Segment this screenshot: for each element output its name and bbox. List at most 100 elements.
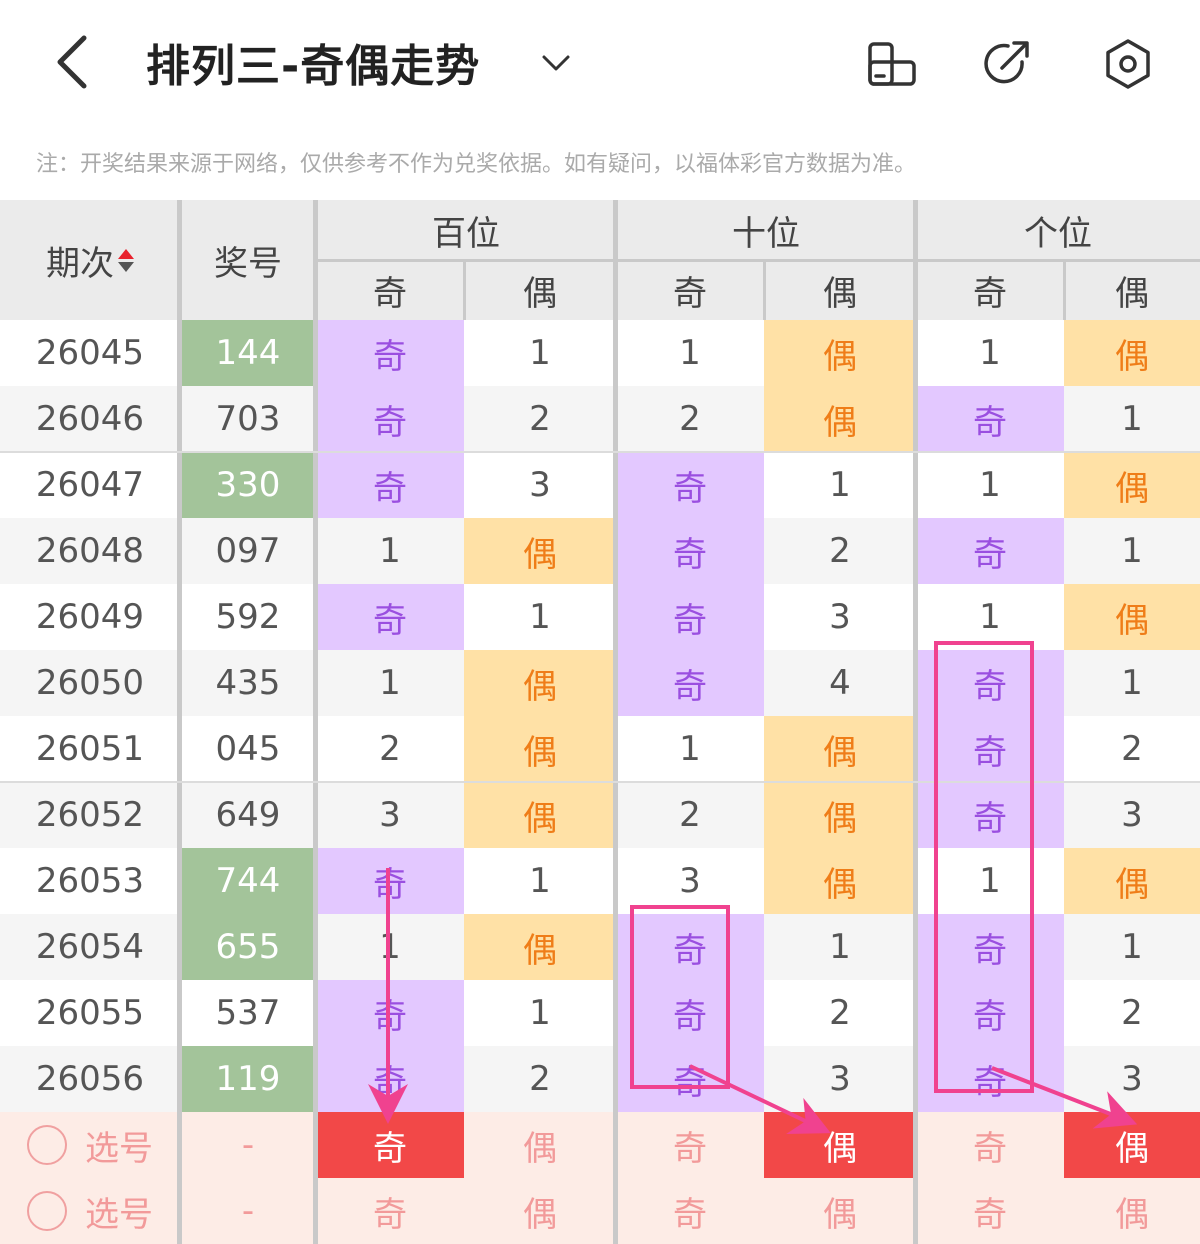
pick-cell[interactable]: 偶	[1064, 1178, 1200, 1244]
even-cell: 偶	[464, 650, 616, 716]
sub-header-even: 偶	[1064, 260, 1200, 320]
even-cell: 偶	[764, 782, 916, 848]
miss-count-cell: 2	[464, 386, 616, 452]
odd-cell: 奇	[316, 848, 464, 914]
miss-count-cell: 3	[764, 584, 916, 650]
pick-cell[interactable]: 奇	[616, 1178, 764, 1244]
issue-cell: 26048	[0, 518, 180, 584]
miss-count-cell: 2	[464, 1046, 616, 1112]
number-cell: 649	[180, 782, 316, 848]
odd-cell: 奇	[616, 518, 764, 584]
radio-circle-icon[interactable]	[27, 1125, 67, 1165]
miss-count-cell: 1	[916, 584, 1064, 650]
number-cell: 435	[180, 650, 316, 716]
miss-count-cell: 1	[1064, 518, 1200, 584]
miss-count-cell: 1	[764, 452, 916, 518]
disclaimer-notice: 注：开奖结果来源于网络，仅供参考不作为兑奖依据。如有疑问，以福体彩官方数据为准。	[36, 152, 917, 177]
miss-count-cell: 1	[616, 320, 764, 386]
pick-cell[interactable]: 奇	[616, 1112, 764, 1178]
pick-cell[interactable]: 奇	[916, 1112, 1064, 1178]
odd-cell: 奇	[916, 650, 1064, 716]
sub-header-odd: 奇	[916, 260, 1064, 320]
even-cell: 偶	[1064, 584, 1200, 650]
selected-pick-cell[interactable]: 奇	[316, 1112, 464, 1178]
miss-count-cell: 1	[464, 320, 616, 386]
settings-icon[interactable]	[1102, 38, 1154, 90]
chevron-down-icon[interactable]	[538, 48, 574, 78]
issue-cell: 26053	[0, 848, 180, 914]
miss-count-cell: 3	[316, 782, 464, 848]
miss-count-cell: 1	[1064, 650, 1200, 716]
share-icon[interactable]	[980, 38, 1032, 90]
miss-count-cell: 1	[764, 914, 916, 980]
miss-count-cell: 1	[316, 650, 464, 716]
issue-cell: 26049	[0, 584, 180, 650]
sort-icon[interactable]	[118, 248, 134, 272]
sub-column-divider	[1063, 260, 1066, 320]
number-cell: 592	[180, 584, 316, 650]
even-cell: 偶	[1064, 320, 1200, 386]
page-title[interactable]: 排列三-奇偶走势	[146, 41, 481, 92]
miss-count-cell: 1	[616, 716, 764, 782]
even-cell: 偶	[764, 320, 916, 386]
pick-cell[interactable]: 偶	[464, 1112, 616, 1178]
miss-count-cell: 2	[316, 716, 464, 782]
pick-cell[interactable]: 偶	[464, 1178, 616, 1244]
sub-column-divider	[463, 260, 466, 320]
odd-cell: 奇	[616, 650, 764, 716]
number-cell: 119	[180, 1046, 316, 1112]
select-number-toggle[interactable]: 选号	[0, 1112, 180, 1178]
number-cell: 097	[180, 518, 316, 584]
issue-cell: 26055	[0, 980, 180, 1046]
issue-cell: 26047	[0, 452, 180, 518]
row-divider	[0, 451, 1200, 453]
odd-cell: 奇	[916, 914, 1064, 980]
column-divider	[313, 200, 318, 1244]
number-column-header: 奖号	[180, 200, 316, 320]
odd-cell: 奇	[916, 782, 1064, 848]
row-divider	[0, 781, 1200, 783]
miss-count-cell: 2	[764, 980, 916, 1046]
column-divider	[177, 200, 182, 1244]
selected-pick-cell[interactable]: 偶	[764, 1112, 916, 1178]
pick-cell[interactable]: 奇	[916, 1178, 1064, 1244]
miss-count-cell: 1	[464, 584, 616, 650]
miss-count-cell: 2	[616, 782, 764, 848]
number-cell: 655	[180, 914, 316, 980]
number-cell: 144	[180, 320, 316, 386]
issue-cell: 26051	[0, 716, 180, 782]
select-number-toggle[interactable]: 选号	[0, 1178, 180, 1244]
issue-header-label: 期次	[46, 243, 114, 284]
miss-count-cell: 3	[616, 848, 764, 914]
odd-cell: 奇	[916, 518, 1064, 584]
miss-count-cell: 3	[764, 1046, 916, 1112]
odd-cell: 奇	[916, 980, 1064, 1046]
miss-count-cell: 3	[1064, 782, 1200, 848]
sub-header-even: 偶	[464, 260, 616, 320]
issue-cell: 26054	[0, 914, 180, 980]
group-header-1: 十位	[616, 200, 916, 260]
app-header: 排列三-奇偶走势	[0, 0, 1200, 126]
phone-rotate-icon[interactable]	[866, 38, 918, 90]
miss-count-cell: 1	[1064, 386, 1200, 452]
chevron-left-icon[interactable]	[50, 32, 100, 92]
pick-cell[interactable]: 奇	[316, 1178, 464, 1244]
selected-pick-cell[interactable]: 偶	[1064, 1112, 1200, 1178]
select-number-placeholder: -	[180, 1178, 316, 1244]
radio-circle-icon[interactable]	[27, 1191, 67, 1231]
group-header-2: 个位	[916, 200, 1200, 260]
number-cell: 744	[180, 848, 316, 914]
odd-cell: 奇	[616, 1046, 764, 1112]
miss-count-cell: 1	[464, 848, 616, 914]
miss-count-cell: 3	[464, 452, 616, 518]
odd-cell: 奇	[616, 584, 764, 650]
issue-cell: 26045	[0, 320, 180, 386]
even-cell: 偶	[764, 848, 916, 914]
odd-cell: 奇	[616, 452, 764, 518]
even-cell: 偶	[464, 782, 616, 848]
miss-count-cell: 1	[1064, 914, 1200, 980]
issue-column-header[interactable]: 期次	[0, 200, 180, 320]
select-label: 选号	[85, 1194, 153, 1235]
issue-cell: 26052	[0, 782, 180, 848]
pick-cell[interactable]: 偶	[764, 1178, 916, 1244]
